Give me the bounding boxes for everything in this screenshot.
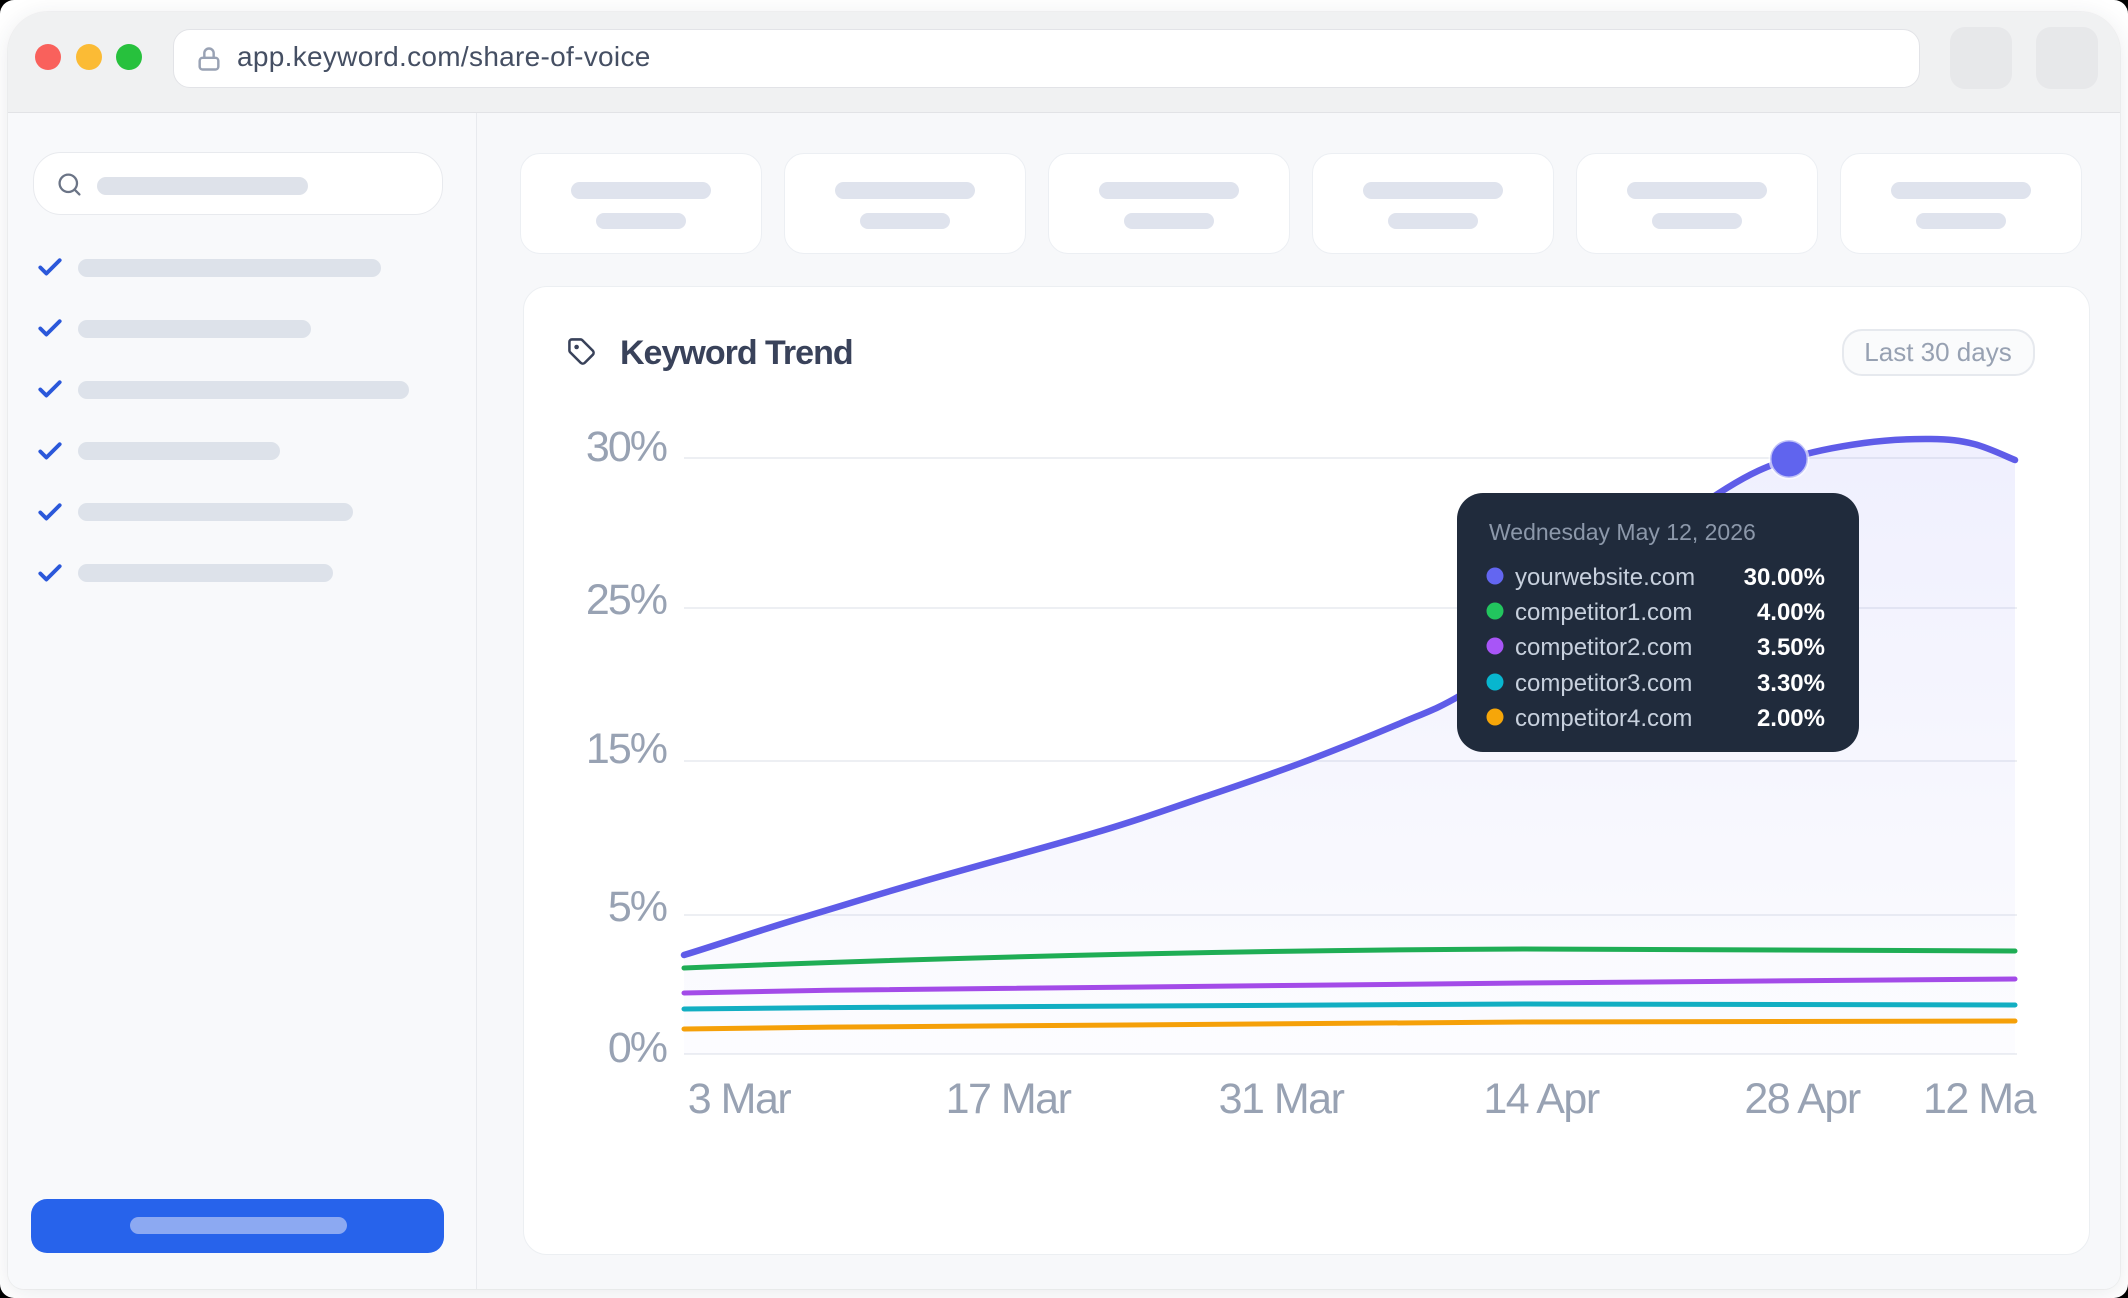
svg-text:Last 30 days: Last 30 days (1864, 337, 2011, 367)
svg-text:competitor4.com: competitor4.com (1515, 705, 1692, 732)
svg-text:17 Mar: 17 Mar (946, 1075, 1072, 1123)
svg-text:0%: 0% (608, 1024, 667, 1072)
svg-text:30.00%: 30.00% (1744, 564, 1825, 591)
svg-text:25%: 25% (586, 576, 667, 624)
svg-text:31 Mar: 31 Mar (1219, 1075, 1345, 1123)
svg-text:competitor2.com: competitor2.com (1515, 634, 1692, 661)
svg-text:3 Mar: 3 Mar (688, 1075, 792, 1123)
svg-text:yourwebsite.com: yourwebsite.com (1515, 564, 1695, 591)
svg-text:4.00%: 4.00% (1757, 599, 1825, 626)
svg-text:14 Apr: 14 Apr (1483, 1075, 1599, 1123)
svg-text:30%: 30% (586, 423, 667, 471)
svg-text:3.30%: 3.30% (1757, 670, 1825, 697)
svg-text:Wednesday May 12, 2026: Wednesday May 12, 2026 (1489, 519, 1756, 545)
svg-text:3.50%: 3.50% (1757, 634, 1825, 661)
svg-text:12 Ma: 12 Ma (1923, 1075, 2037, 1123)
svg-text:Keyword Trend: Keyword Trend (620, 334, 853, 372)
svg-text:competitor1.com: competitor1.com (1515, 599, 1692, 626)
svg-text:28 Apr: 28 Apr (1744, 1075, 1860, 1123)
svg-text:15%: 15% (586, 725, 667, 773)
svg-text:competitor3.com: competitor3.com (1515, 670, 1692, 697)
svg-text:2.00%: 2.00% (1757, 705, 1825, 732)
svg-text:5%: 5% (608, 883, 667, 931)
